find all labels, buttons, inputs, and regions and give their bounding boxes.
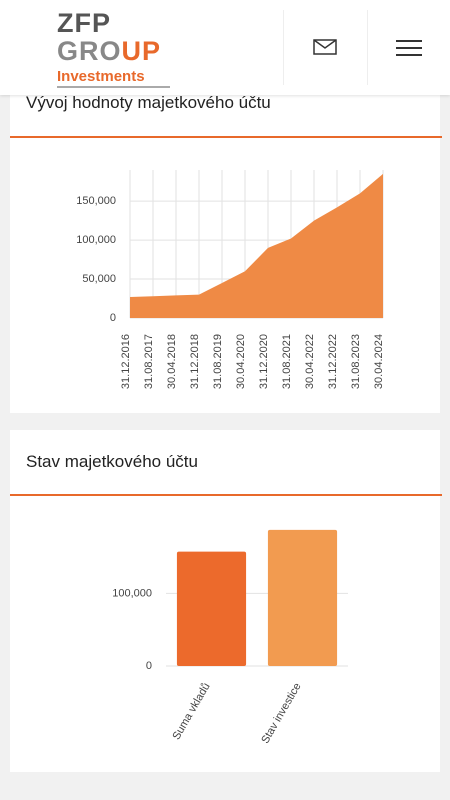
x-tick-label: 30.04.2020 (235, 334, 247, 389)
logo-text: ZFP (57, 8, 111, 38)
separator (367, 10, 368, 85)
logo-text: GRO (57, 36, 122, 66)
x-tick-label: Suma vkladů (170, 681, 212, 742)
y-tick-label: 0 (146, 660, 152, 672)
logo-line: GROUP (57, 36, 161, 67)
bar (176, 551, 247, 666)
y-tick-label: 100,000 (112, 587, 152, 599)
x-tick-label: 31.08.2023 (350, 334, 362, 389)
y-tick-label: 50,000 (82, 273, 116, 285)
y-tick-label: 150,000 (76, 195, 116, 207)
logo-line[interactable]: ZFP (57, 8, 111, 39)
mail-icon[interactable] (313, 39, 337, 55)
x-tick-label: 31.12.2018 (189, 334, 201, 389)
x-tick-label: 31.12.2022 (327, 334, 339, 389)
logo-rule (57, 86, 170, 88)
area (130, 173, 383, 318)
x-tick-label: 30.04.2022 (304, 334, 316, 389)
header: ZFP GROUP Investments (0, 0, 450, 95)
divider (10, 494, 442, 496)
x-tick-label: 31.12.2016 (120, 334, 132, 389)
y-tick-label: 100,000 (76, 234, 116, 246)
x-tick-label: 31.08.2021 (281, 334, 293, 389)
separator (283, 10, 284, 85)
y-tick-label: 0 (110, 312, 116, 324)
x-tick-label: 31.12.2020 (258, 334, 270, 389)
logo-tagline: Investments (57, 68, 145, 85)
divider (10, 136, 442, 138)
bar (267, 529, 338, 666)
menu-icon[interactable] (396, 39, 422, 57)
card-title: Stav majetkového účtu (26, 452, 198, 471)
x-tick-label: 30.04.2018 (166, 334, 178, 389)
logo-text: UP (121, 36, 162, 66)
x-tick-label: Stav investice (259, 681, 303, 746)
card-title: Vývoj hodnoty majetkového účtu (26, 93, 271, 112)
x-tick-label: 31.08.2017 (143, 334, 155, 389)
x-tick-label: 31.08.2019 (212, 334, 224, 389)
x-tick-label: 30.04.2024 (373, 334, 385, 389)
